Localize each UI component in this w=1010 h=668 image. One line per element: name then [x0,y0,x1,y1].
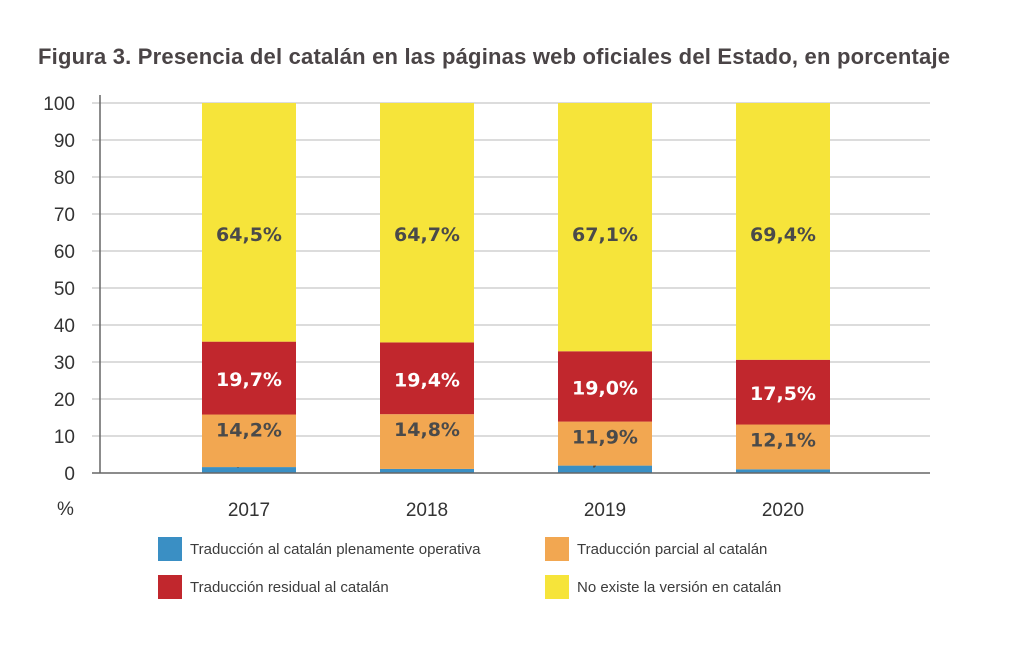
y-tick-label: 50 [54,279,75,300]
x-tick-label: 2020 [762,500,804,521]
data-label: 14,2% [216,420,282,442]
legend-label: Traducción residual al catalán [190,578,389,596]
bar-segment [558,351,652,422]
bar-segment [202,341,296,415]
data-label: 64,7% [394,224,460,246]
legend-item: No existe la versión en catalán [545,575,781,599]
bar-segment [736,103,830,360]
data-label: 19,0% [572,377,638,399]
bar-segment [736,359,830,425]
bar-segment [380,468,474,473]
legend-label: Traducción parcial al catalán [577,540,768,558]
data-label: 17,5% [750,383,816,405]
y-axis-label: % [57,499,74,520]
bar-segment [736,424,830,470]
data-label: 64,5% [216,224,282,246]
legend-swatch [158,575,182,599]
data-label: 19,7% [216,369,282,391]
legend-label: Traducción al catalán plenamente operati… [190,540,481,558]
bar-segment [380,103,474,343]
x-tick-label: 2017 [228,500,270,521]
bar-segment [558,103,652,352]
bar-segment [736,469,830,473]
data-label: 14,8% [394,419,460,441]
chart-title: Figura 3. Presencia del catalán en las p… [38,44,951,69]
legend-item: Traducción residual al catalán [158,575,389,599]
bar-segment [202,103,296,342]
bar-segment [558,465,652,473]
bar-segment [558,421,652,466]
x-tick-label: 2019 [584,500,626,521]
y-tick-label: 100 [43,94,75,115]
legend-label: No existe la versión en catalán [577,578,782,596]
bar-segment [202,467,296,473]
legend-swatch [545,537,569,561]
data-label: 67,1% [572,224,638,246]
bar-segment [380,414,474,469]
y-tick-label: 80 [54,168,75,189]
data-label: 12,1% [750,430,816,452]
y-tick-label: 40 [54,316,75,337]
y-tick-label: 0 [64,464,75,485]
y-tick-label: 10 [54,427,75,448]
data-label: 11,9% [572,427,638,449]
y-tick-label: 70 [54,205,75,226]
legend-swatch [545,575,569,599]
x-tick-label: 2018 [406,500,448,521]
y-tick-label: 60 [54,242,75,263]
data-label: 19,4% [394,369,460,391]
y-tick-label: 20 [54,390,75,411]
data-label: 69,4% [750,224,816,246]
y-tick-label: 30 [54,353,75,374]
y-tick-label: 90 [54,131,75,152]
bar-segment [202,414,296,468]
legend-swatch [158,537,182,561]
legend-item: Traducción parcial al catalán [545,537,767,561]
bar-segment [380,342,474,415]
legend-item: Traducción al catalán plenamente operati… [158,537,480,561]
